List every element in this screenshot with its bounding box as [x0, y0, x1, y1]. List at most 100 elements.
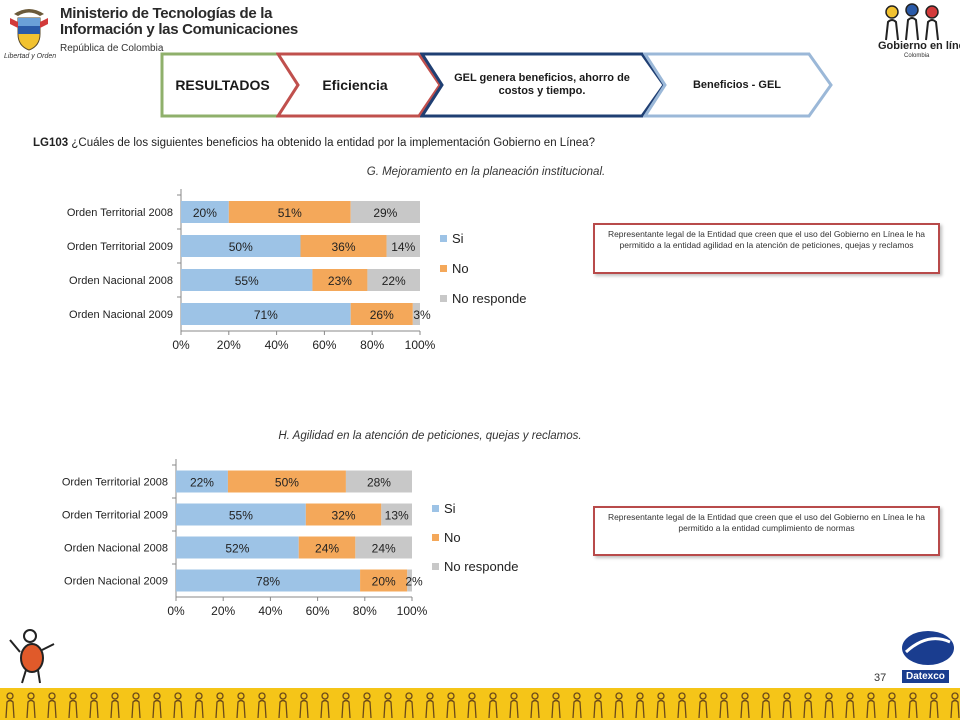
person-icon — [803, 692, 813, 719]
ministry-title: Ministerio de Tecnologías de la Informac… — [60, 6, 298, 38]
legend-label: No — [444, 530, 461, 545]
page-number: 37 — [874, 672, 887, 684]
person-icon — [194, 692, 204, 719]
category-label: Orden Nacional 2008 — [64, 543, 168, 555]
bar-segment — [312, 269, 368, 291]
tab-gel-beneficios-label: GEL genera beneficios, ahorro de costos … — [454, 72, 630, 97]
bar-segment — [386, 235, 420, 257]
data-label: 26% — [370, 308, 394, 322]
x-tick-label: 20% — [217, 338, 241, 352]
person-icon — [530, 692, 540, 719]
person-icon — [866, 692, 876, 719]
legend-swatch — [432, 534, 439, 541]
bar-segment — [181, 303, 351, 325]
ministry-subtitle: República de Colombia — [60, 43, 164, 54]
x-tick-label: 80% — [360, 338, 384, 352]
data-label: 23% — [328, 274, 352, 288]
person-icon — [824, 692, 834, 719]
bar-segment — [300, 235, 387, 257]
bar-segment — [181, 235, 301, 257]
person-icon — [5, 692, 15, 719]
category-label: Orden Territorial 2008 — [62, 477, 168, 489]
data-label: 20% — [372, 575, 396, 589]
person-icon — [425, 692, 435, 719]
x-tick-label: 0% — [167, 604, 185, 618]
data-label: 52% — [225, 542, 249, 556]
data-label: 55% — [235, 274, 259, 288]
data-label: 2% — [405, 575, 423, 589]
person-icon — [89, 692, 99, 719]
bar-segment — [227, 470, 346, 493]
person-icon — [677, 692, 687, 719]
ministry-title-line2: Información y las Comunicaciones — [60, 21, 298, 38]
data-label: 14% — [391, 240, 415, 254]
note-box-h: Representante legal de la Entidad que cr… — [593, 506, 940, 556]
bar-segment — [305, 503, 382, 526]
x-tick-label: 60% — [306, 604, 330, 618]
person-icon — [614, 692, 624, 719]
bar-segment — [181, 201, 229, 223]
tab-eficiencia[interactable]: Eficiencia — [276, 52, 444, 118]
footer-people-border — [0, 688, 960, 720]
data-label: 78% — [256, 575, 280, 589]
person-icon — [257, 692, 267, 719]
person-icon — [551, 692, 561, 719]
person-icon — [887, 692, 897, 719]
tab-resultados-label: RESULTADOS — [175, 77, 270, 93]
person-icon — [173, 692, 183, 719]
legend-label: Si — [444, 501, 456, 516]
person-icon — [740, 692, 750, 719]
datexco-logo-icon — [900, 628, 956, 668]
chart-h: 0% 20% 40% 60% 80% 100% Orden Territorial 2008… — [62, 459, 518, 618]
person-icon — [908, 692, 918, 719]
legend-swatch — [432, 563, 439, 570]
bar-segment — [298, 536, 356, 559]
person-icon — [215, 692, 225, 719]
legend-swatch — [432, 505, 439, 512]
data-label: 36% — [332, 240, 356, 254]
chart-g-title: G. Mejoramiento en la planeación institu… — [366, 166, 606, 178]
bar-segment — [176, 569, 361, 592]
person-icon — [47, 692, 57, 719]
category-label: Orden Nacional 2008 — [69, 275, 173, 287]
bar-segment — [228, 201, 351, 223]
data-label: 22% — [382, 274, 406, 288]
person-icon — [761, 692, 771, 719]
person-icon — [341, 692, 351, 719]
bar-segment — [367, 269, 420, 291]
question-code: LG103 — [33, 137, 69, 149]
data-label: 20% — [193, 206, 217, 220]
person-icon — [446, 692, 456, 719]
bar-segment — [176, 470, 228, 493]
mascot-figure-icon — [8, 628, 58, 684]
tab-beneficios-gel[interactable]: Beneficios - GEL — [643, 52, 835, 118]
person-icon — [845, 692, 855, 719]
x-tick-label: 20% — [211, 604, 235, 618]
question-body: ¿Cuáles de los siguientes beneficios ha … — [71, 137, 595, 149]
tab-gel-beneficios[interactable]: GEL genera beneficios, ahorro de costos … — [420, 52, 668, 118]
person-icon — [509, 692, 519, 719]
data-label: 32% — [332, 509, 356, 523]
data-label: 71% — [254, 308, 278, 322]
person-icon — [593, 692, 603, 719]
legend-label: No — [452, 261, 469, 276]
data-label: 50% — [229, 240, 253, 254]
footer-band — [0, 688, 960, 720]
person-icon — [698, 692, 708, 719]
person-icon — [929, 692, 939, 719]
data-label: 24% — [315, 542, 339, 556]
x-tick-label: 100% — [397, 604, 428, 618]
legend-swatch — [440, 295, 447, 302]
data-label: 22% — [190, 476, 214, 490]
category-label: Orden Territorial 2008 — [67, 207, 173, 219]
bar-segment — [360, 569, 408, 592]
person-icon — [488, 692, 498, 719]
chart-g: 0% 20% 40% 60% 80% 100% Orden Territorial 2008… — [67, 189, 526, 352]
person-icon — [278, 692, 288, 719]
x-tick-label: 100% — [405, 338, 436, 352]
bar-segment — [350, 303, 413, 325]
person-icon — [404, 692, 414, 719]
person-icon — [362, 692, 372, 719]
ministry-title-line1: Ministerio de Tecnologías de la — [60, 5, 273, 22]
legend-label: No responde — [444, 559, 518, 574]
